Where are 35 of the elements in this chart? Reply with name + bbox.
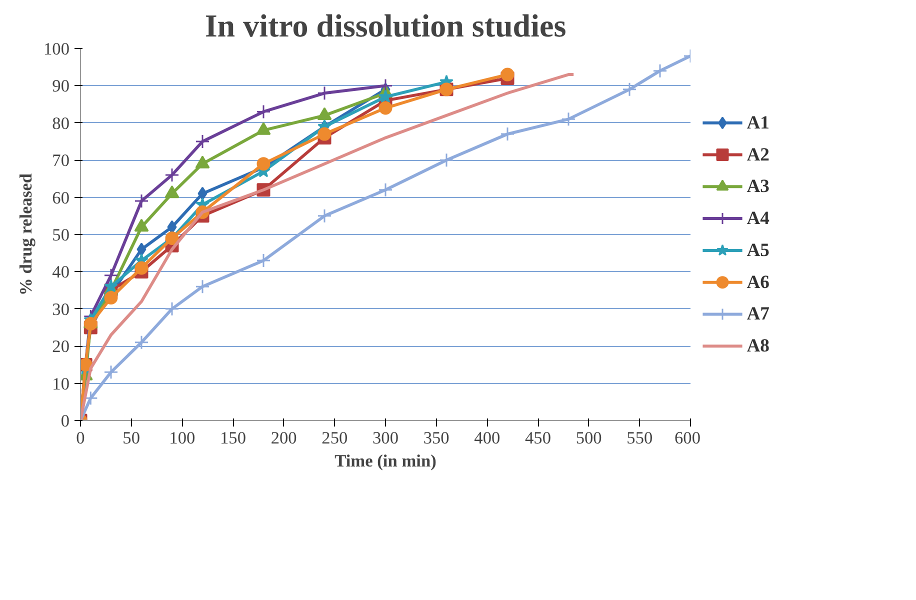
y-tick-label: 70: [52, 151, 70, 170]
x-tick-label: 100: [169, 428, 196, 448]
y-tick-label: 80: [52, 114, 70, 133]
x-tick-label: 0: [76, 428, 85, 448]
y-tick-label: 90: [52, 76, 70, 96]
y-axis-title: % drug released: [16, 173, 36, 296]
x-tick-label: 150: [220, 428, 246, 448]
x-tick-label: 300: [372, 428, 399, 448]
x-tick-label: 50: [122, 428, 140, 448]
y-tick-label: 40: [52, 262, 70, 282]
y-tick-label: 60: [52, 188, 70, 208]
y-tick-label: 100: [44, 40, 70, 58]
y-tick-label: 50: [52, 226, 70, 244]
x-tick-label: 550: [626, 428, 653, 448]
y-tick-label: 30: [52, 300, 70, 319]
x-axis-title: Time (in min): [334, 452, 437, 470]
y-tick-label: 20: [52, 337, 70, 356]
legend-label: A1: [746, 112, 770, 134]
legend-label: A3: [746, 176, 770, 198]
legend-label: A5: [746, 240, 770, 261]
x-tick-label: 350: [423, 428, 450, 448]
x-tick-label: 500: [576, 428, 602, 448]
x-tick-label: 450: [525, 428, 552, 448]
x-tick-label: 250: [322, 428, 348, 448]
legend-label: A2: [746, 144, 770, 166]
legend-label: A8: [746, 336, 770, 357]
x-tick-label: 400: [474, 428, 500, 448]
chart-title: In vitro dissolution studies: [204, 8, 566, 44]
legend-label: A6: [746, 272, 770, 293]
x-tick-label: 600: [674, 428, 701, 448]
legend-label: A7: [746, 304, 770, 325]
x-tick-label: 200: [270, 428, 297, 448]
y-tick-label: 0: [60, 412, 70, 430]
legend-label: A4: [746, 208, 770, 230]
y-tick-label: 10: [52, 374, 70, 394]
